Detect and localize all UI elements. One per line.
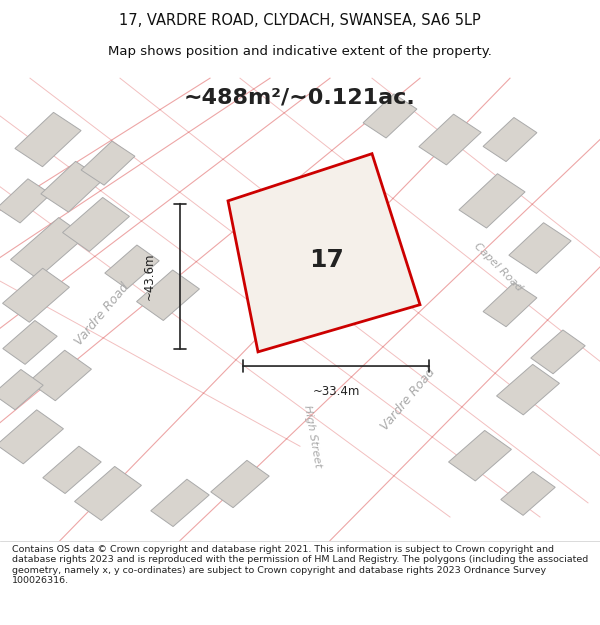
Text: Capel Road: Capel Road (472, 241, 524, 293)
Polygon shape (105, 245, 159, 289)
Text: Vardre Road: Vardre Road (72, 281, 132, 348)
Text: Vardre Road: Vardre Road (378, 366, 438, 432)
Polygon shape (483, 282, 537, 327)
Text: 17: 17 (310, 248, 344, 272)
Polygon shape (2, 268, 70, 322)
Text: High Street: High Street (302, 405, 322, 469)
Polygon shape (43, 446, 101, 494)
Polygon shape (74, 466, 142, 521)
Polygon shape (41, 161, 103, 212)
Text: Contains OS data © Crown copyright and database right 2021. This information is : Contains OS data © Crown copyright and d… (12, 545, 588, 585)
Polygon shape (509, 222, 571, 273)
Polygon shape (0, 410, 64, 464)
Polygon shape (211, 461, 269, 508)
Polygon shape (363, 94, 417, 138)
Text: Map shows position and indicative extent of the property.: Map shows position and indicative extent… (108, 45, 492, 58)
Polygon shape (11, 217, 85, 279)
Polygon shape (137, 270, 199, 321)
Polygon shape (62, 198, 130, 251)
Polygon shape (3, 321, 57, 364)
Polygon shape (15, 112, 81, 167)
Polygon shape (81, 141, 135, 185)
Polygon shape (419, 114, 481, 165)
Polygon shape (228, 154, 420, 352)
Polygon shape (151, 479, 209, 526)
Polygon shape (497, 364, 559, 415)
Polygon shape (501, 471, 555, 516)
Polygon shape (0, 369, 43, 410)
Polygon shape (0, 179, 51, 223)
Text: ~488m²/~0.121ac.: ~488m²/~0.121ac. (184, 87, 416, 107)
Polygon shape (531, 330, 585, 374)
Text: 17, VARDRE ROAD, CLYDACH, SWANSEA, SA6 5LP: 17, VARDRE ROAD, CLYDACH, SWANSEA, SA6 5… (119, 12, 481, 28)
Polygon shape (29, 350, 91, 401)
Polygon shape (483, 118, 537, 162)
Text: ~43.6m: ~43.6m (143, 253, 156, 300)
Polygon shape (449, 431, 511, 481)
Polygon shape (459, 174, 525, 228)
Text: ~33.4m: ~33.4m (313, 385, 359, 398)
